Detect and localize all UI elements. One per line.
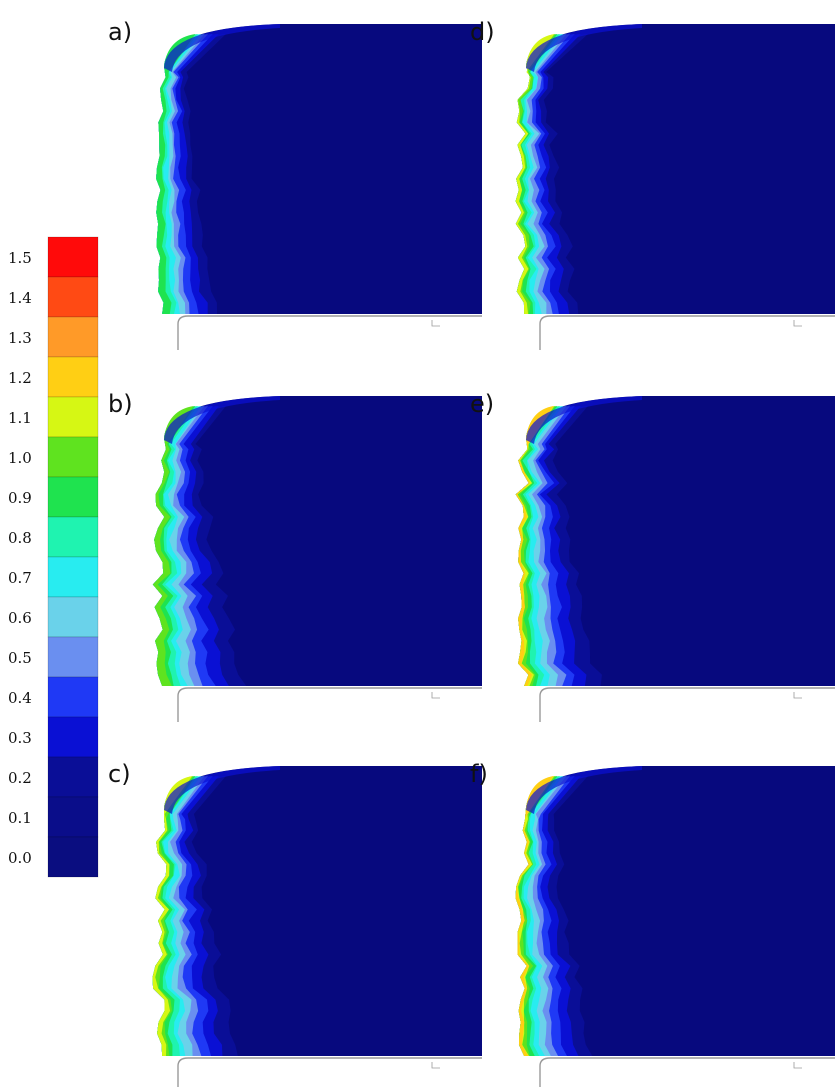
contour-band-1.2 [515,406,554,686]
colorbar-swatch-0.2 [47,756,99,798]
contour-band-1.0 [152,406,194,686]
top-edge-band [164,766,280,814]
colorbar-swatch-1.2 [47,356,99,398]
panel-label-a: a) [108,18,132,46]
colorbar-tick-label: 1.5 [8,249,32,267]
colorbar-swatch-1.4 [47,276,99,318]
contour-panels: a) d) b) e) c) f) [108,18,835,1087]
colorbar-swatch-0.3 [47,716,99,758]
contour-band-0.9 [156,34,196,314]
panel-label-b: b) [108,390,133,418]
panel-f: f) [470,760,835,1087]
colorbar-tick-label: 1.3 [8,329,32,347]
axis-tick-mark [431,320,440,327]
deformed-body [515,396,835,686]
colorbar-swatch-0.7 [47,556,99,598]
colorbar-swatch-1.5 [47,236,99,278]
colorbar-tick-label: 0.9 [8,489,32,507]
colorbar-tick-label: 0.4 [8,689,32,707]
deformed-body [152,396,482,686]
panel-d: d) [470,18,835,350]
contour-band-1.2 [515,776,554,1056]
colorbar-swatch-0.4 [47,676,99,718]
top-edge-band [526,766,642,814]
panel-label-c: c) [108,760,131,788]
top-edge-band [164,396,280,444]
contour-band-1.1 [515,34,555,314]
deformed-body [515,766,835,1056]
deformed-body [156,24,482,314]
die-outline [177,315,482,350]
colorbar-swatch-0.5 [47,636,99,678]
colorbar-swatch-0.0 [47,836,99,878]
colorbar-swatch-0.1 [47,796,99,838]
colorbar-swatch-1.0 [47,436,99,478]
panel-c: c) [108,760,483,1087]
panel-a: a) [108,18,482,350]
colorbar-tick-label: 1.2 [8,369,32,387]
axis-tick-mark [793,692,802,699]
deformed-body [515,24,835,314]
top-edge-band [526,396,642,444]
axis-tick-mark [793,1062,802,1069]
colorbar-tick-label: 0.7 [8,569,32,587]
die-outline [539,315,835,350]
colorbar-tick-label: 0.2 [8,769,32,787]
panel-label-d: d) [470,18,495,46]
panel-e: e) [470,390,835,722]
colorbar-tick-label: 1.4 [8,289,32,307]
colorbar-tick-label: 0.1 [8,809,32,827]
colorbar-tick-label: 0.3 [8,729,32,747]
top-edge-band [526,24,642,72]
die-outline [177,687,482,722]
panel-label-e: e) [470,390,494,418]
top-edge-band [164,24,280,72]
axis-tick-mark [793,320,802,327]
colorbar-tick-label: 0.8 [8,529,32,547]
colorbar-swatch-0.6 [47,596,99,638]
colorbar-tick-label: 1.1 [8,409,32,427]
colorbar-swatch-0.9 [47,476,99,518]
colorbar-tick-label: 0.6 [8,609,32,627]
panel-label-f: f) [470,760,488,788]
colorbar-swatch-0.8 [47,516,99,558]
panel-b: b) [108,390,482,722]
colorbar-tick-label: 1.0 [8,449,32,467]
deformed-body [152,766,483,1056]
axis-tick-mark [431,1062,440,1069]
die-outline [177,1057,482,1087]
colorbar-swatch-1.1 [47,396,99,438]
colorbar-tick-label: 0.0 [8,849,32,867]
colorbar-legend: 1.5 1.4 1.3 1.2 1.1 1.0 0.9 0.8 0.7 0.6 0.5 0.4 0.3 0… [8,236,99,878]
colorbar-swatch-1.3 [47,316,99,358]
contour-band-0.8 [156,34,198,314]
axis-tick-mark [431,692,440,699]
contour-band-0.8 [152,776,198,1056]
colorbar-tick-label: 0.5 [8,649,32,667]
die-outline [539,687,835,722]
die-outline [539,1057,835,1087]
